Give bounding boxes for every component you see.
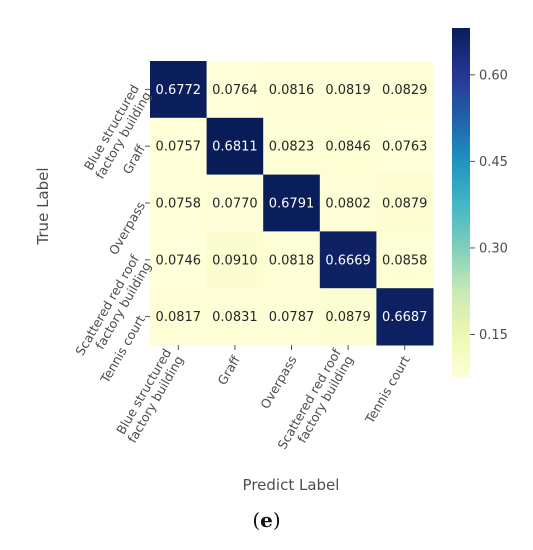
heatmap-cell xyxy=(206,174,264,232)
heatmap-cell xyxy=(319,231,377,289)
cell-value-label: 0.0816 xyxy=(269,83,315,98)
cell-value-label: 0.0879 xyxy=(382,197,428,212)
y-axis-ticks: Blue structuredfactory buildingGraffOver… xyxy=(72,82,154,386)
x-tick-label: Graff xyxy=(214,353,243,388)
colorbar-tick-label: 0.15 xyxy=(479,328,508,343)
heatmap-cell xyxy=(319,174,377,232)
cell-value-label: 0.0858 xyxy=(382,253,428,268)
cell-value-label: 0.0770 xyxy=(212,197,258,212)
colorbar-tick-label: 0.30 xyxy=(479,241,508,256)
cell-value-label: 0.0787 xyxy=(269,310,315,325)
heatmap-cell xyxy=(206,117,264,176)
heatmap-cell xyxy=(150,117,208,176)
cell-value-label: 0.0846 xyxy=(325,140,371,155)
heatmap-cell xyxy=(150,174,208,232)
heatmap-cell xyxy=(263,174,321,232)
figure-caption: (e) xyxy=(252,508,281,532)
x-axis-ticks: Blue structuredfactory building Graff Over… xyxy=(113,345,413,452)
cell-value-label: 0.6669 xyxy=(325,253,371,268)
cell-value-label: 0.0910 xyxy=(212,253,258,268)
cell-value-label: 0.0746 xyxy=(156,253,202,268)
heatmap-cell xyxy=(376,117,434,176)
heatmap-cell xyxy=(263,288,321,346)
heatmap-cell xyxy=(319,117,377,176)
x-tick-label: Tennis court xyxy=(362,353,413,427)
heatmap-cell xyxy=(376,61,434,119)
y-tick-label: Blue structuredfactory building xyxy=(80,82,154,181)
heatmap-cell xyxy=(263,117,321,176)
heatmap-cell xyxy=(150,231,208,289)
y-axis-label: True Label xyxy=(34,167,52,245)
cell-value-label: 0.0819 xyxy=(325,83,371,98)
cell-value-label: 0.0802 xyxy=(325,197,371,212)
heatmap-cell xyxy=(206,288,264,346)
x-axis-label: Predict Label xyxy=(243,476,340,494)
colorbar-tick-label: 0.60 xyxy=(479,68,508,83)
x-tick-label: Overpass xyxy=(257,353,299,411)
heatmap-cell xyxy=(206,61,264,119)
heatmap-cell xyxy=(263,61,321,119)
cell-value-label: 0.6791 xyxy=(269,197,315,212)
cell-annotations: 0.6772 0.0764 0.0816 0.0819 0.0829 0.0757 0.68… xyxy=(156,83,428,325)
y-tick-label: Scattered red rooffactory building xyxy=(72,252,154,365)
y-tick-label: Overpass xyxy=(106,199,148,257)
cell-value-label: 0.0764 xyxy=(212,83,258,98)
heatmap-cells xyxy=(150,61,434,346)
cell-value-label: 0.0758 xyxy=(156,197,202,212)
cell-value-label: 0.0829 xyxy=(382,83,428,98)
cell-value-label: 0.0879 xyxy=(325,310,371,325)
cell-value-label: 0.0823 xyxy=(269,140,315,155)
cell-value-label: 0.6772 xyxy=(156,83,202,98)
heatmap-cell xyxy=(319,288,377,346)
colorbar: 0.15 0.30 0.45 0.60 xyxy=(452,28,508,378)
caption-letter: e xyxy=(260,508,273,532)
heatmap-cell xyxy=(376,231,434,289)
cell-value-label: 0.0831 xyxy=(212,310,258,325)
heatmap-cell xyxy=(150,61,208,119)
heatmap-cell xyxy=(319,61,377,119)
heatmap-cell xyxy=(150,288,208,346)
cell-value-label: 0.0763 xyxy=(382,140,428,155)
heatmap-cell xyxy=(263,231,321,289)
heatmap-cell xyxy=(376,174,434,232)
cell-value-label: 0.6811 xyxy=(212,140,258,155)
heatmap-cell xyxy=(376,288,434,346)
cell-value-label: 0.6687 xyxy=(382,310,428,325)
cell-value-label: 0.0817 xyxy=(156,310,202,325)
heatmap-cell xyxy=(206,231,264,289)
cell-value-label: 0.0757 xyxy=(156,140,202,155)
colorbar-tick-label: 0.45 xyxy=(479,155,508,170)
cell-value-label: 0.0818 xyxy=(269,253,315,268)
colorbar-gradient xyxy=(452,28,470,378)
